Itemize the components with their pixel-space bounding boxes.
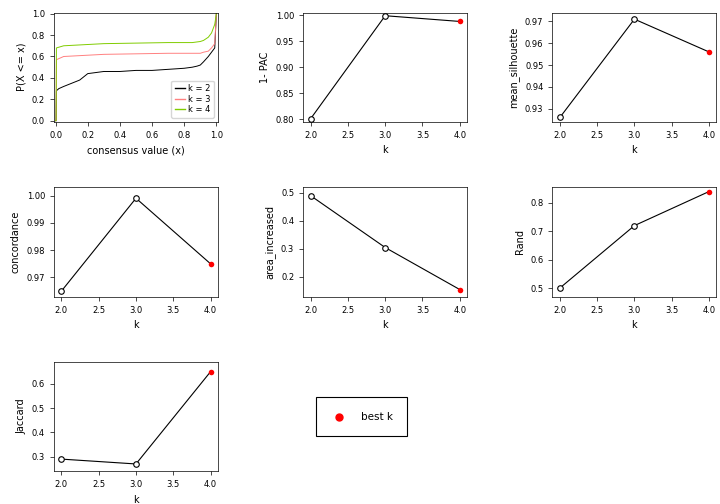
X-axis label: k: k bbox=[382, 320, 388, 330]
X-axis label: k: k bbox=[133, 495, 139, 504]
Y-axis label: concordance: concordance bbox=[11, 211, 21, 273]
Y-axis label: mean_silhouette: mean_silhouette bbox=[508, 27, 519, 108]
Legend: k = 2, k = 3, k = 4: k = 2, k = 3, k = 4 bbox=[171, 81, 214, 117]
X-axis label: k: k bbox=[631, 145, 637, 155]
Y-axis label: Rand: Rand bbox=[515, 229, 525, 255]
X-axis label: k: k bbox=[631, 320, 637, 330]
Y-axis label: 1- PAC: 1- PAC bbox=[260, 51, 270, 83]
Y-axis label: Jaccard: Jaccard bbox=[16, 399, 26, 434]
Text: best k: best k bbox=[361, 412, 392, 422]
Y-axis label: area_increased: area_increased bbox=[264, 205, 275, 279]
Y-axis label: P(X <= x): P(X <= x) bbox=[16, 43, 26, 91]
X-axis label: k: k bbox=[133, 320, 139, 330]
FancyBboxPatch shape bbox=[316, 397, 407, 436]
X-axis label: k: k bbox=[382, 145, 388, 155]
X-axis label: consensus value (x): consensus value (x) bbox=[87, 145, 185, 155]
